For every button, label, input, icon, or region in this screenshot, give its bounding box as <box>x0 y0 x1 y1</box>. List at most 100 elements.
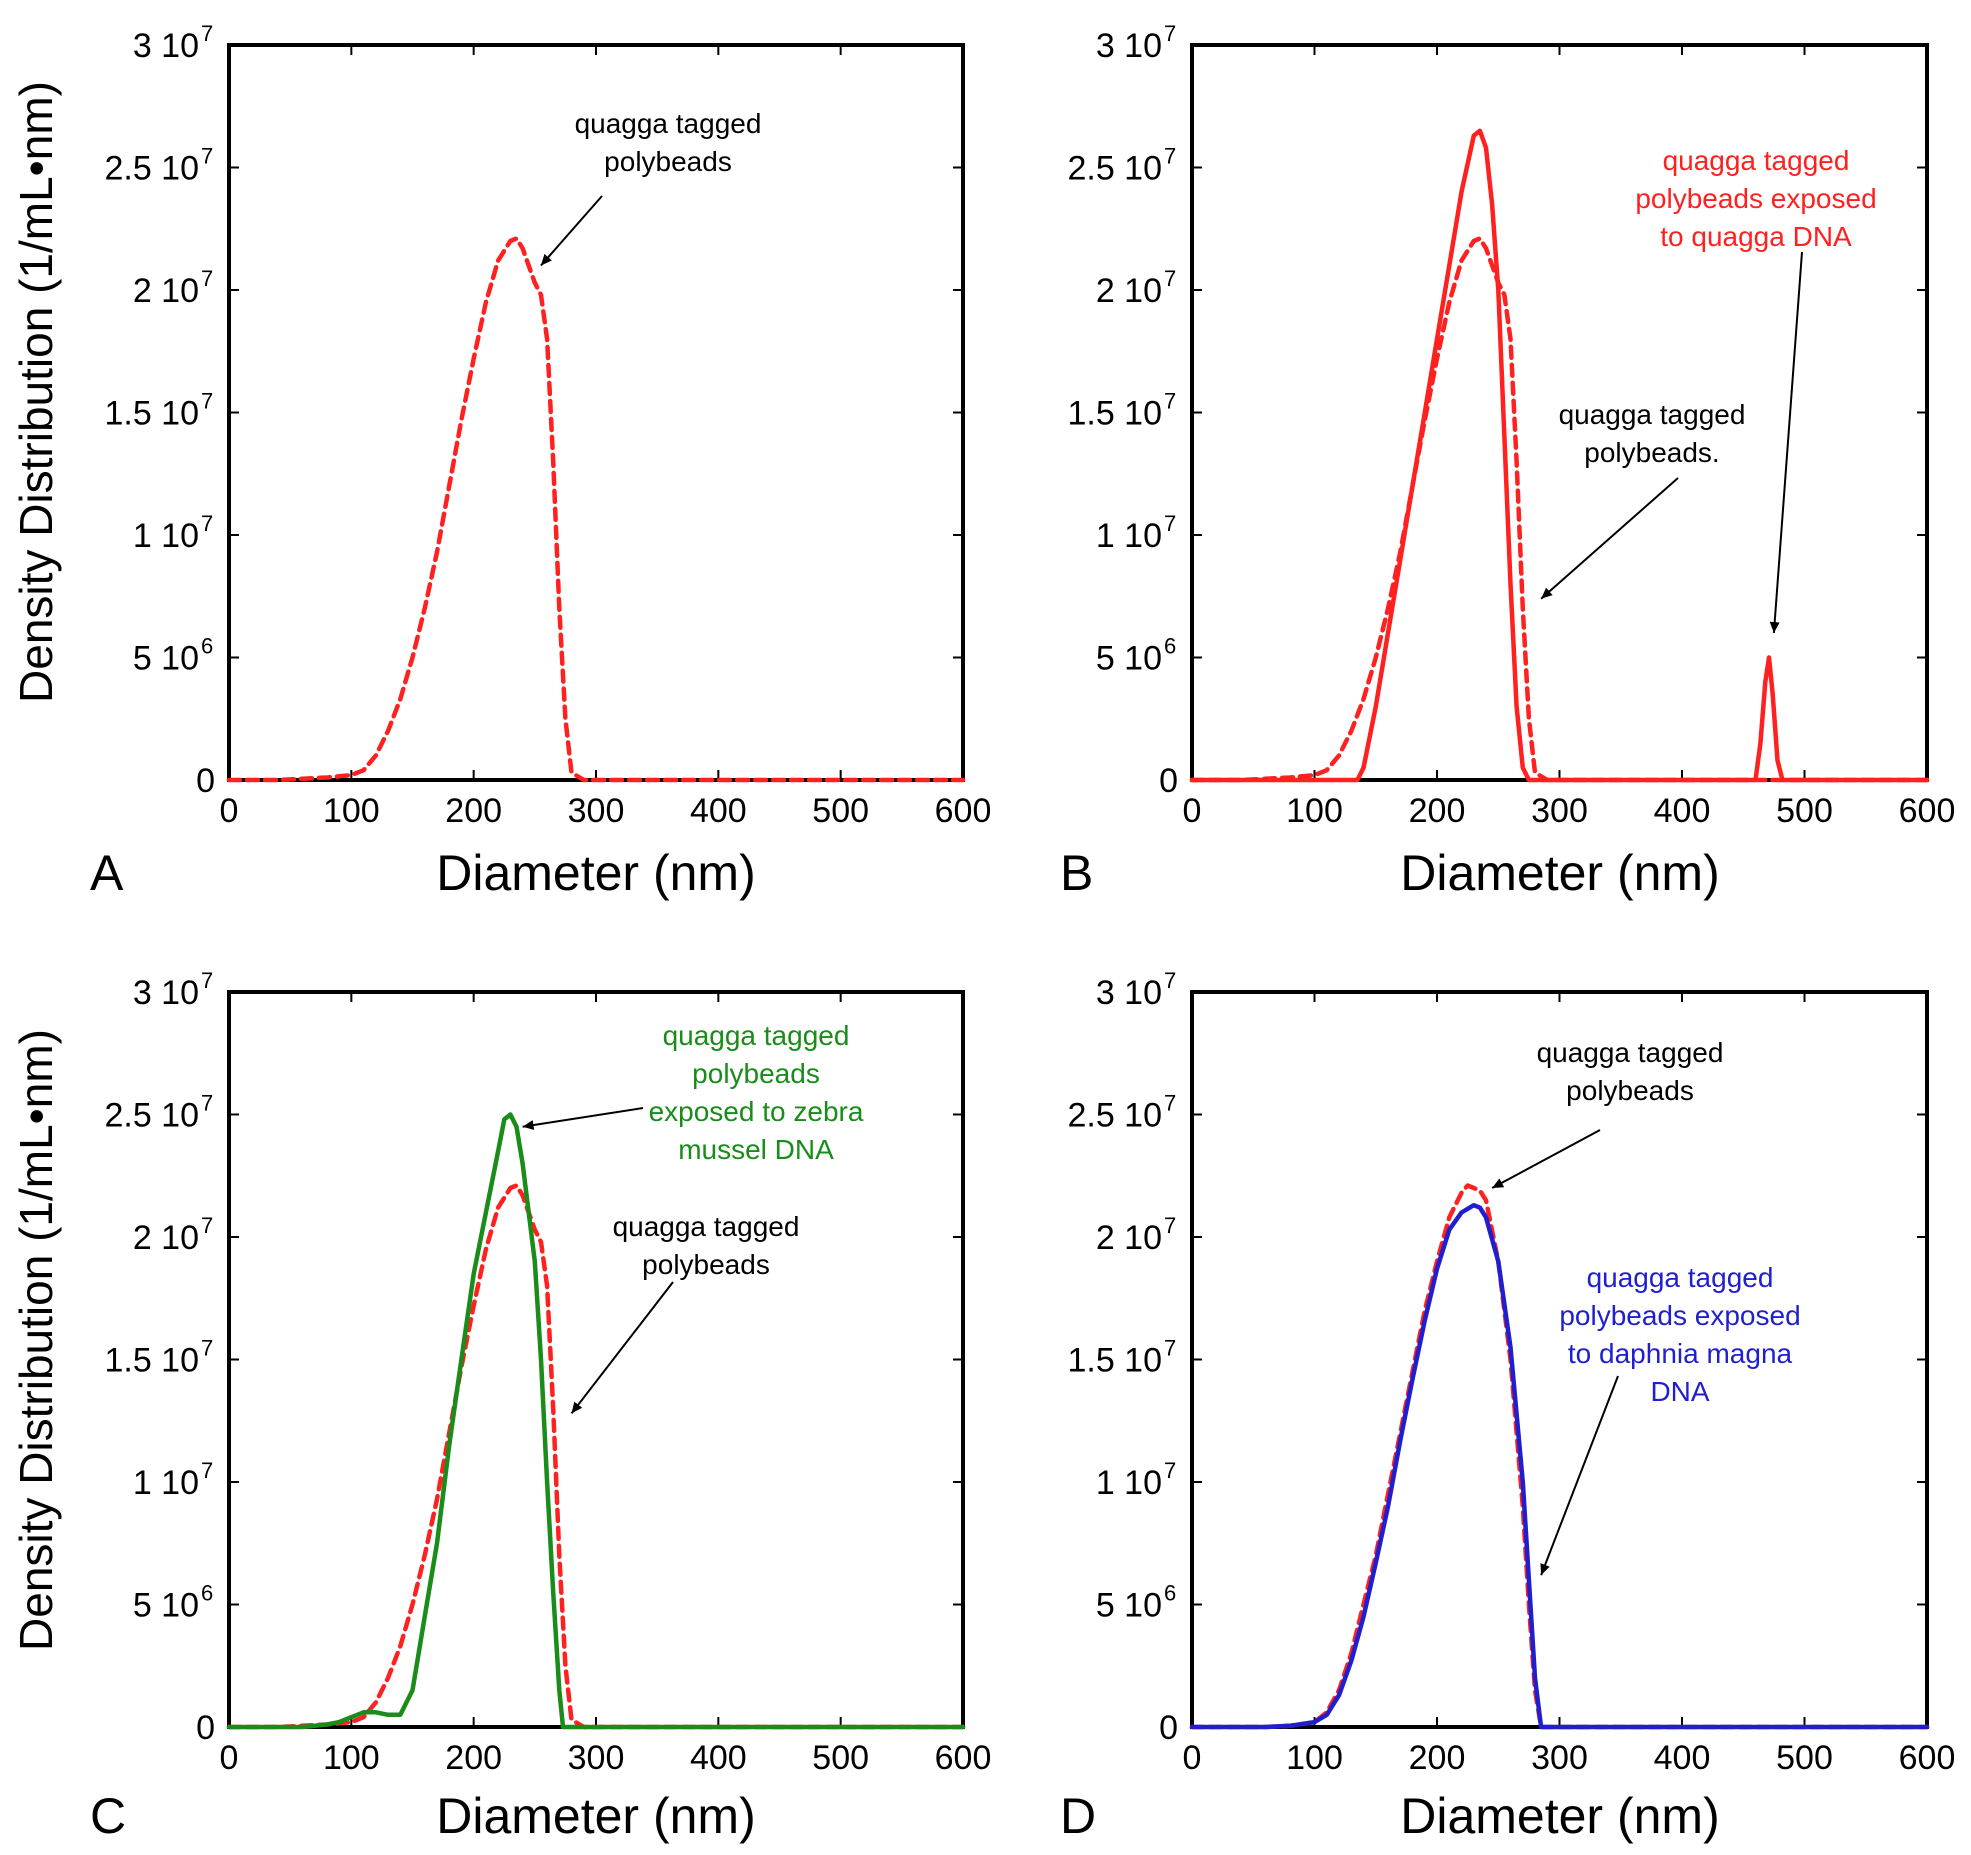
panel-d-ytick-exp-2: 7 <box>1164 1458 1176 1483</box>
panel-c-annotation-0: quagga tagged polybeads exposed to zebra mu… <box>649 1020 864 1165</box>
panel-c-series <box>226 1112 966 1730</box>
panel-c-ytick-exp-5: 7 <box>201 1091 213 1116</box>
panel-d-ytick-label-2: 1 10 <box>1096 1464 1162 1502</box>
panel-a-ytick-exp-6: 7 <box>201 21 213 46</box>
panel-d-ytick-label-0: 0 <box>1159 1709 1178 1747</box>
panel-b-xtick-label-6: 600 <box>1899 792 1956 830</box>
panel-a-ytick-exp-2: 7 <box>201 511 213 536</box>
panel-a-annotation-arrow-0 <box>540 195 603 267</box>
panel-c-xtick-label-2: 200 <box>445 1739 502 1777</box>
panel-a-ytick-exp-1: 6 <box>201 634 213 659</box>
panel-c-xtick-label-4: 400 <box>690 1739 747 1777</box>
panel-b-ytick-label-5: 2.5 10 <box>1067 150 1162 188</box>
panel-d-annotation-arrow-1 <box>1540 1375 1619 1576</box>
panel-b-xtick-label-4: 400 <box>1654 792 1711 830</box>
panel-c-ytick-exp-4: 7 <box>201 1213 213 1238</box>
panel-b-letter: B <box>1060 845 1093 901</box>
panel-b-xtick-label-2: 200 <box>1409 792 1466 830</box>
panel-a-xtick-label-1: 100 <box>323 792 380 830</box>
y-axis-label-bottom: Density Distribution (1/mL•nm) <box>10 1029 62 1651</box>
panel-a-x-axis-label: Diameter (nm) <box>436 845 755 901</box>
panel-d-xtick-label-0: 0 <box>1183 1739 1202 1777</box>
panel-b-series-1 <box>1189 128 1930 783</box>
panel-b-ytick-label-0: 0 <box>1159 762 1178 800</box>
panel-b-ytick-label-1: 5 10 <box>1096 640 1162 678</box>
panel-d-series <box>1189 1183 1930 1730</box>
panel-d-ytick-label-4: 2 10 <box>1096 1219 1162 1257</box>
panel-d-annotations: quagga tagged polybeads quagga tagged polyb… <box>1491 1037 1801 1576</box>
panel-d-series-0 <box>1189 1183 1930 1730</box>
panel-c-ytick-label-4: 2 10 <box>133 1219 199 1257</box>
panel-b-xtick-label-0: 0 <box>1183 792 1202 830</box>
panel-d-ytick-label-6: 3 10 <box>1096 974 1162 1012</box>
panel-a-ytick-exp-4: 7 <box>201 266 213 291</box>
panel-d-annotation-1: quagga tagged polybeads exposed to daphnia… <box>1559 1262 1800 1407</box>
panel-c-xtick-label-6: 600 <box>935 1739 992 1777</box>
panel-c-annotation-arrow-0 <box>522 1107 644 1130</box>
panel-b-ytick-exp-5: 7 <box>1164 144 1176 169</box>
panel-d-xtick-label-6: 600 <box>1899 1739 1956 1777</box>
panel-a-ytick-label-3: 1.5 10 <box>104 395 199 433</box>
panel-a-ytick-label-5: 2.5 10 <box>104 150 199 188</box>
panel-d-ytick-exp-3: 7 <box>1164 1336 1176 1361</box>
panel-b-ytick-exp-2: 7 <box>1164 511 1176 536</box>
panel-b-ytick-exp-4: 7 <box>1164 266 1176 291</box>
panel-c-xtick-label-3: 300 <box>568 1739 625 1777</box>
panel-c-ytick-label-1: 5 10 <box>133 1587 199 1625</box>
panel-d-ytick-exp-5: 7 <box>1164 1091 1176 1116</box>
panel-b-ytick-label-2: 1 10 <box>1096 517 1162 555</box>
panel-b-xtick-label-3: 300 <box>1531 792 1588 830</box>
panel-c-ytick-label-5: 2.5 10 <box>104 1097 199 1135</box>
panel-c-ytick-exp-1: 6 <box>201 1581 213 1606</box>
panel-d-x-axis-label: Diameter (nm) <box>1400 1788 1719 1844</box>
panel-c-ytick-exp-2: 7 <box>201 1458 213 1483</box>
panel-c-annotation-arrow-1 <box>570 1281 674 1415</box>
panel-b-annotation-0: quagga tagged polybeads exposed to quagga … <box>1635 145 1876 252</box>
panel-b-series-0 <box>1189 236 1930 783</box>
panel-a-xtick-label-6: 600 <box>935 792 992 830</box>
panel-d-xtick-label-3: 300 <box>1531 1739 1588 1777</box>
panel-a-ytick-label-4: 2 10 <box>133 272 199 310</box>
panel-c-xtick-label-1: 100 <box>323 1739 380 1777</box>
panel-c-annotations: quagga tagged polybeads exposed to zebra mu… <box>522 1020 864 1415</box>
panel-b-annotation-arrow-1 <box>1540 477 1679 600</box>
panel-b-ytick-exp-3: 7 <box>1164 389 1176 414</box>
panel-a-xtick-label-0: 0 <box>220 792 239 830</box>
panel-d-ytick-exp-6: 7 <box>1164 968 1176 993</box>
panel-d-annotation-0: quagga tagged polybeads <box>1537 1037 1724 1106</box>
panel-b-annotations: quagga tagged polybeads exposed to quagga … <box>1540 145 1877 634</box>
panel-b-ytick-label-3: 1.5 10 <box>1067 395 1162 433</box>
panel-a-annotation-0: quagga tagged polybeads <box>575 108 762 177</box>
panel-c-xtick-label-0: 0 <box>220 1739 239 1777</box>
panel-d-letter: D <box>1060 1788 1096 1844</box>
panel-a-xtick-label-2: 200 <box>445 792 502 830</box>
panel-a-letter: A <box>90 845 124 901</box>
panel-d-xtick-label-4: 400 <box>1654 1739 1711 1777</box>
panel-d-xtick-label-1: 100 <box>1286 1739 1343 1777</box>
panel-c-annotation-1: quagga tagged polybeads <box>613 1211 800 1280</box>
panel-b-xtick-label-5: 500 <box>1776 792 1833 830</box>
panel-c-series-1 <box>226 1112 966 1730</box>
panel-b-ytick-label-6: 3 10 <box>1096 27 1162 65</box>
panel-b-annotation-1: quagga tagged polybeads. <box>1559 399 1746 468</box>
panel-d-ytick-exp-4: 7 <box>1164 1213 1176 1238</box>
panel-a-xtick-label-4: 400 <box>690 792 747 830</box>
panel-d-frame <box>1190 990 1929 1729</box>
panel-b-series <box>1189 128 1930 783</box>
panel-a-xtick-label-5: 500 <box>812 792 869 830</box>
panel-c-ytick-label-6: 3 10 <box>133 974 199 1012</box>
panel-c-ytick-label-2: 1 10 <box>133 1464 199 1502</box>
panel-a-ytick-exp-3: 7 <box>201 389 213 414</box>
panel-b-x-axis-label: Diameter (nm) <box>1400 845 1719 901</box>
panel-a-annotations: quagga tagged polybeads <box>540 108 762 267</box>
panel-c-ytick-label-3: 1.5 10 <box>104 1342 199 1380</box>
panel-a-xtick-label-3: 300 <box>568 792 625 830</box>
panel-b-xtick-label-1: 100 <box>1286 792 1343 830</box>
